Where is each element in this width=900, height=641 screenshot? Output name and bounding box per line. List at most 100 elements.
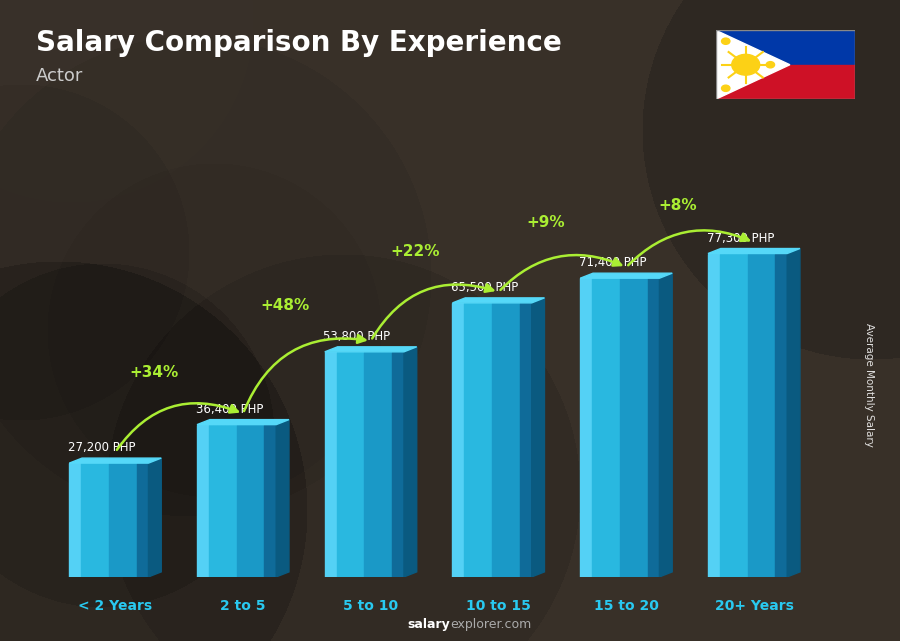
Text: 27,200 PHP: 27,200 PHP [68,441,136,454]
Bar [81,463,86,577]
Bar [628,278,632,577]
Bar [592,278,597,577]
Polygon shape [325,347,417,352]
Text: +8%: +8% [658,198,697,213]
Polygon shape [708,249,800,254]
Bar [97,463,101,577]
Bar [464,303,469,577]
Bar [584,278,589,577]
Polygon shape [660,273,672,577]
Bar [201,424,205,577]
Bar [461,303,464,577]
Bar [348,352,353,577]
Bar [644,278,648,577]
Polygon shape [69,458,161,463]
Bar [245,424,248,577]
Bar [616,278,620,577]
Bar [735,254,740,577]
Text: 15 to 20: 15 to 20 [594,599,659,613]
Bar [197,424,202,577]
Bar [608,278,612,577]
Bar [504,303,508,577]
Bar [752,254,756,577]
Text: 71,400 PHP: 71,400 PHP [579,256,646,269]
Text: 36,400 PHP: 36,400 PHP [195,403,263,415]
Bar [256,424,261,577]
Bar [516,303,520,577]
Bar [456,303,461,577]
Bar [768,254,771,577]
Bar [225,424,229,577]
Bar [396,352,400,577]
Bar [237,424,241,577]
Bar [728,254,732,577]
Bar [589,278,592,577]
Polygon shape [404,347,417,577]
Bar [472,303,476,577]
Bar [600,278,604,577]
Polygon shape [148,458,161,577]
Text: explorer.com: explorer.com [450,618,531,631]
Bar [783,254,788,577]
Bar [580,278,584,577]
Bar [205,424,209,577]
Bar [384,352,389,577]
Bar [101,463,105,577]
Bar [213,424,217,577]
Bar [229,424,233,577]
Bar [508,303,512,577]
Bar [268,424,273,577]
Bar [760,254,764,577]
Text: < 2 Years: < 2 Years [78,599,152,613]
Bar [716,30,855,65]
Bar [345,352,349,577]
Bar [89,463,94,577]
Bar [137,463,140,577]
Bar [488,303,492,577]
Text: +22%: +22% [391,244,440,259]
Bar [360,352,364,577]
Text: +9%: +9% [526,215,565,229]
Bar [624,278,628,577]
Bar [117,463,121,577]
Bar [748,254,752,577]
Bar [716,254,720,577]
Circle shape [766,62,775,68]
Bar [524,303,528,577]
Bar [755,254,760,577]
Text: salary: salary [407,618,450,631]
Bar [612,278,616,577]
Bar [132,463,137,577]
Circle shape [732,54,760,75]
Text: Actor: Actor [36,67,84,85]
Bar [512,303,516,577]
Bar [496,303,500,577]
Bar [648,278,652,577]
Bar [392,352,396,577]
Bar [233,424,237,577]
Polygon shape [580,273,672,278]
Bar [86,463,89,577]
Bar [724,254,728,577]
Bar [492,303,496,577]
Bar [373,352,376,577]
Bar [125,463,129,577]
Text: 5 to 10: 5 to 10 [343,599,399,613]
Bar [328,352,333,577]
Bar [112,463,117,577]
Bar [337,352,341,577]
Bar [209,424,213,577]
Text: +48%: +48% [260,298,310,313]
Text: Salary Comparison By Experience: Salary Comparison By Experience [36,29,562,57]
Bar [604,278,608,577]
Bar [253,424,256,577]
Bar [635,278,640,577]
Polygon shape [276,420,289,577]
Bar [260,424,265,577]
Bar [145,463,148,577]
Bar [527,303,532,577]
Bar [69,463,74,577]
Bar [640,278,644,577]
Circle shape [722,85,730,92]
Bar [655,278,660,577]
